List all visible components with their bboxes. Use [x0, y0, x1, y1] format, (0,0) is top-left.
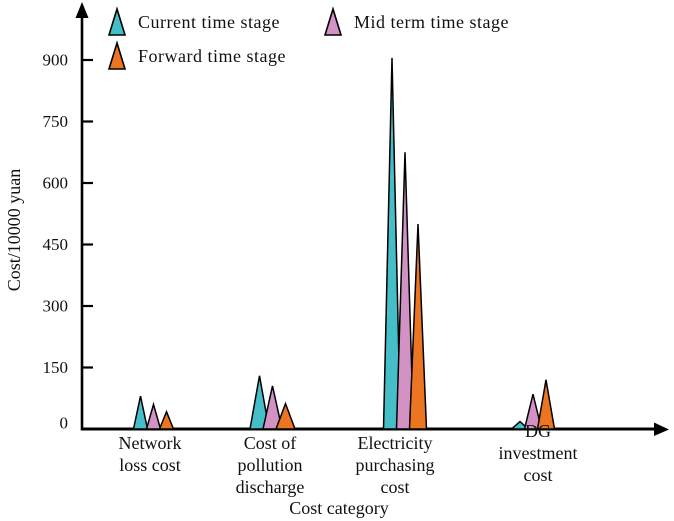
spike-mid-term-time-stage-2 [395, 152, 415, 430]
category-label-3: DG investment cost [499, 421, 578, 485]
legend-label-forward: Forward time stage [138, 46, 286, 66]
spike-current-time-stage-2 [382, 57, 402, 430]
category-label-1: Cost of pollution discharge [236, 433, 305, 497]
legend-item-forward: Forward time stage [107, 40, 286, 72]
y-axis-arrow-icon [75, 2, 89, 18]
spike-current-time-stage-0 [132, 396, 149, 430]
category-label-0: Network loss cost [119, 433, 182, 475]
spike-mid-term-time-stage-0 [145, 401, 162, 430]
spike-mid-term-time-stage-3 [523, 393, 543, 430]
y-axis-title: Cost/10000 yuan [4, 169, 24, 292]
legend-label-midterm: Mid term time stage [354, 12, 509, 32]
spike-forward-time-stage-1 [274, 401, 297, 430]
legend-marker-forward-icon [107, 40, 127, 70]
legend-marker-current-icon [107, 6, 127, 36]
category-label-2: Electricity purchasing cost [356, 433, 435, 497]
spike-current-time-stage-1 [249, 375, 270, 430]
legend-marker-midterm-icon [323, 6, 343, 36]
y-tick-label: 300 [43, 297, 69, 316]
legend-label-current: Current time stage [138, 12, 280, 32]
x-axis-title: Cost category [289, 498, 388, 518]
y-tick-label: 900 [43, 51, 69, 70]
y-tick-label: 450 [43, 235, 69, 254]
spike-forward-time-stage-0 [158, 409, 175, 430]
legend-item-current: Current time stage [107, 6, 280, 38]
y-tick-label: 600 [43, 174, 69, 193]
x-axis-arrow-icon [654, 422, 669, 436]
y-tick-label: 750 [43, 112, 69, 131]
y-tick-label: 150 [43, 358, 69, 377]
y-tick-label: 0 [60, 414, 69, 433]
spike-forward-time-stage-3 [536, 379, 556, 430]
spike-mid-term-time-stage-1 [262, 385, 283, 430]
spike-forward-time-stage-2 [408, 223, 428, 430]
legend-item-midterm: Mid term time stage [323, 6, 509, 38]
